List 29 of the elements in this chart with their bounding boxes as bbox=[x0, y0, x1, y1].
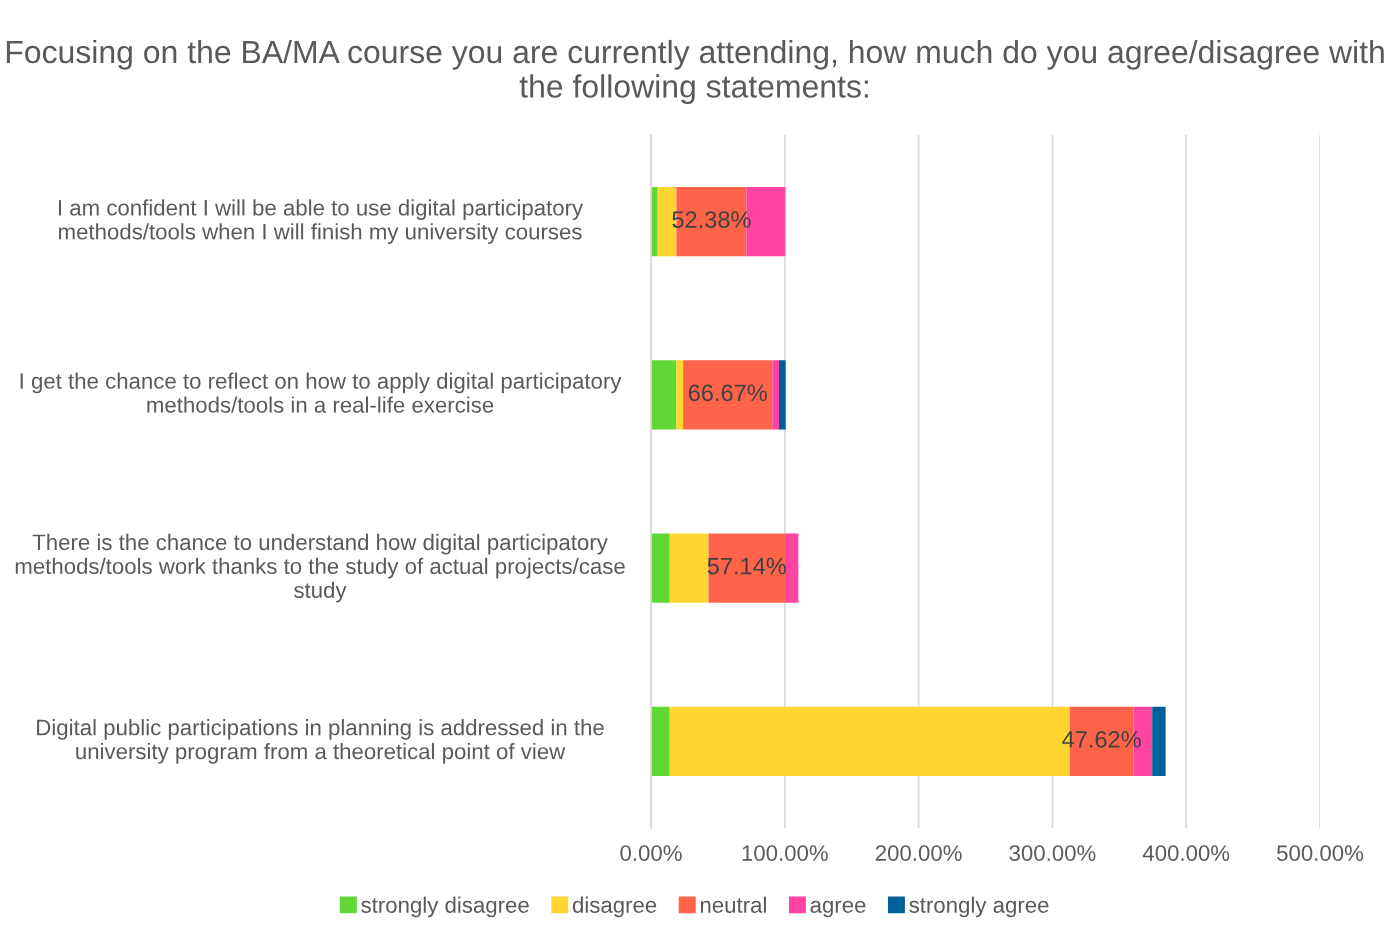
data-label: 66.67% bbox=[688, 384, 767, 402]
x-tick-label: 400.00% bbox=[1142, 845, 1230, 861]
bar bbox=[651, 360, 677, 430]
x-tick-label: 0.00% bbox=[620, 845, 682, 861]
data-label: 57.14% bbox=[707, 557, 786, 575]
bar bbox=[651, 706, 670, 777]
bar bbox=[676, 360, 684, 430]
y-tick-label: I am confident I will be able to use digital participatory methods/tools when I will finish my university courses bbox=[58, 199, 584, 244]
bar bbox=[1152, 706, 1166, 777]
y-tick-label: There is the chance to understand how digital participatory methods/tools work thanks to the study of actual projects/case study bbox=[15, 533, 625, 603]
legend-label: strongly agree bbox=[909, 896, 1049, 918]
bar bbox=[779, 360, 786, 430]
x-tick-label: 300.00% bbox=[1009, 845, 1096, 861]
legend-label: strongly disagree bbox=[361, 896, 529, 918]
legend-label: disagree bbox=[572, 896, 657, 918]
y-tick-label: Digital public participations in planning is addressed in the university program from a theoretical point of view bbox=[37, 719, 604, 764]
x-tick-label: 500.00% bbox=[1277, 845, 1364, 861]
bar bbox=[651, 533, 670, 603]
bar bbox=[683, 360, 773, 430]
y-tick-label: I get the chance to reflect on how to apply digital participatory methods/tools in a real-life exercise bbox=[20, 372, 622, 413]
x-tick-label: 100.00% bbox=[742, 845, 828, 861]
bar bbox=[772, 360, 780, 430]
chart-title: Focusing on the BA/MA course you are currently attending, how much do you agree/disagree with the following statements: bbox=[6, 39, 1384, 105]
legend-label: agree bbox=[810, 900, 866, 918]
x-tick-label: 200.00% bbox=[875, 845, 962, 861]
bar bbox=[669, 533, 709, 603]
legend-label: neutral bbox=[700, 896, 766, 913]
bar bbox=[784, 533, 799, 603]
bar bbox=[708, 533, 785, 603]
